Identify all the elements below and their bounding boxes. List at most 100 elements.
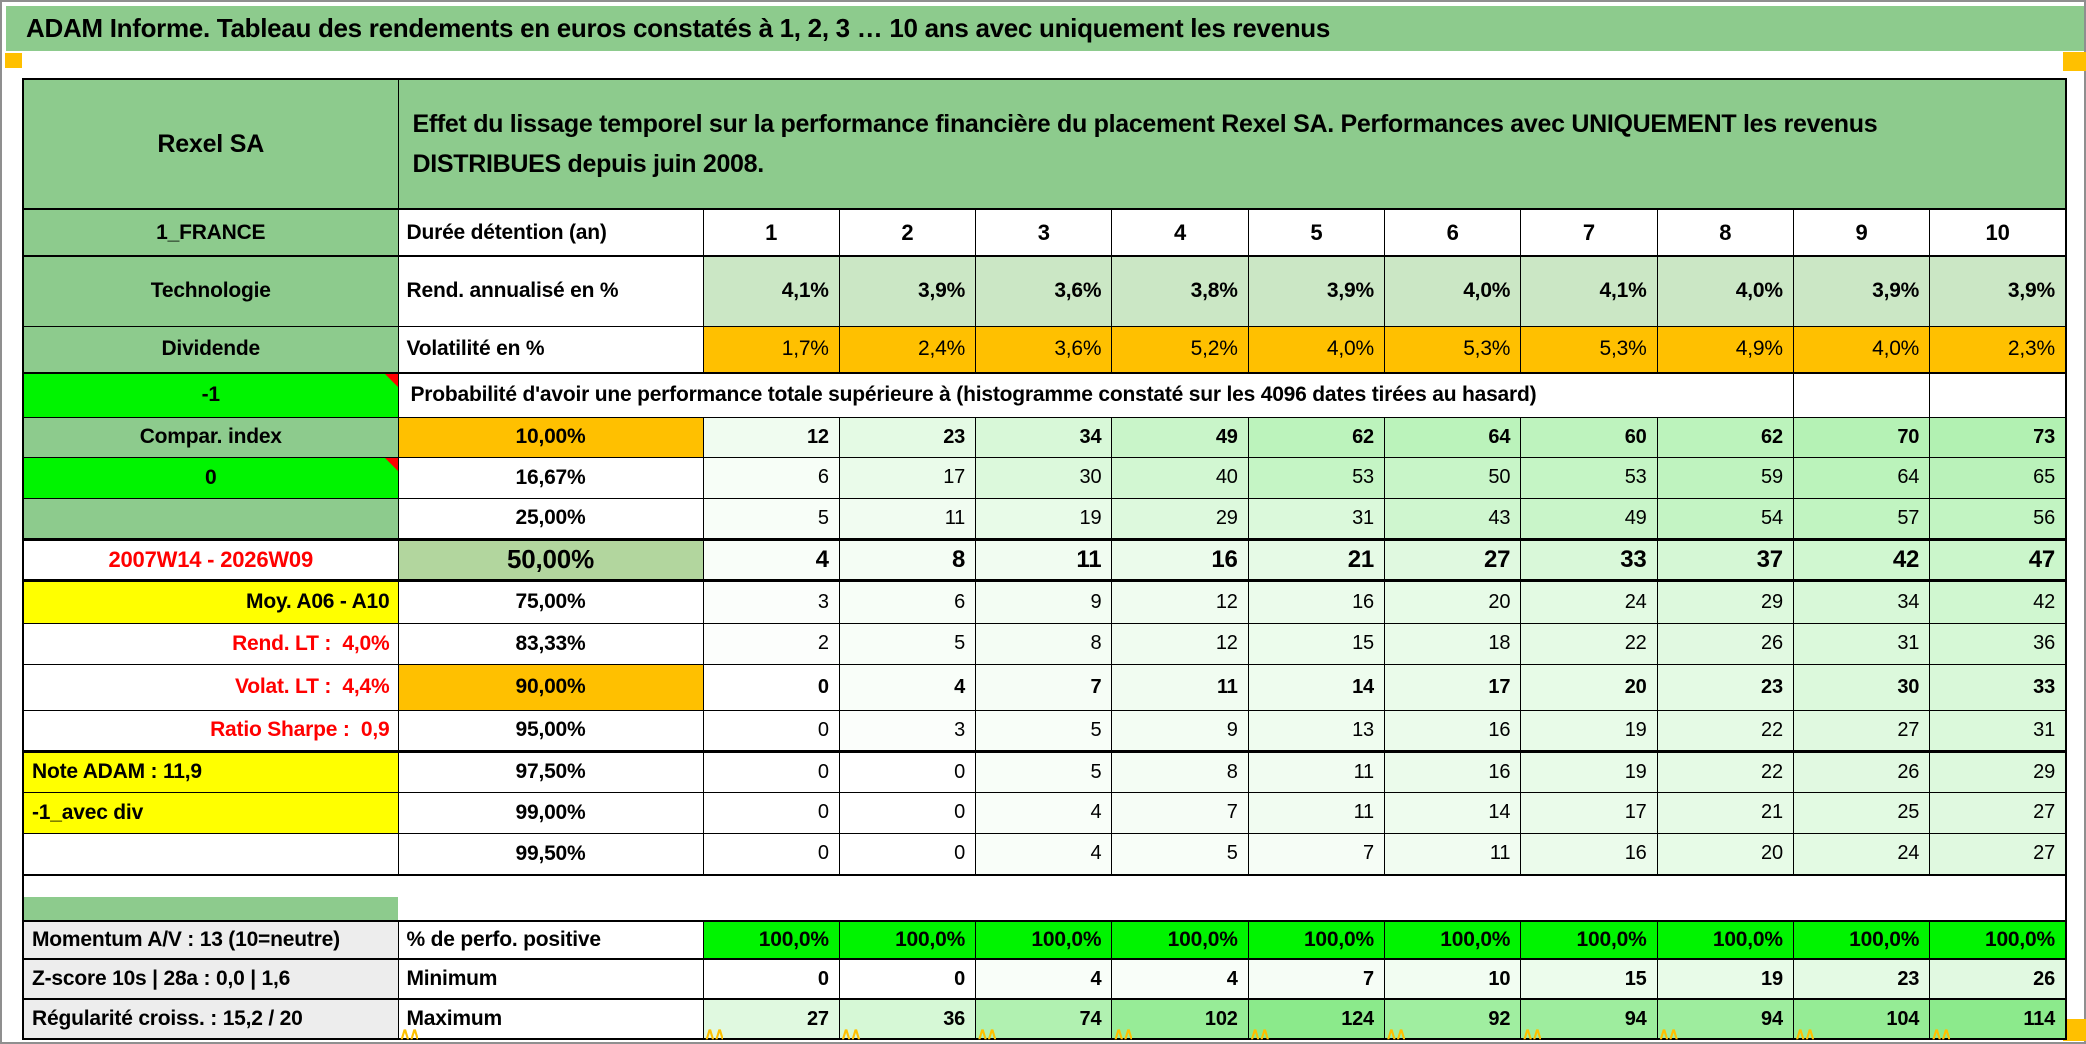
row-label[interactable]: 1_FRANCE bbox=[22, 208, 399, 257]
data-cell[interactable]: 10 bbox=[1929, 208, 2067, 257]
data-cell[interactable]: 34 bbox=[975, 416, 1113, 458]
data-cell[interactable]: 15 bbox=[1520, 958, 1658, 1000]
row-header[interactable]: 83,33% bbox=[397, 622, 704, 665]
data-cell[interactable]: 4,0% bbox=[1656, 255, 1794, 327]
data-cell[interactable]: 2,4% bbox=[838, 325, 977, 374]
row-label[interactable]: -1_avec div bbox=[22, 791, 399, 834]
data-cell[interactable]: 11 bbox=[1383, 832, 1522, 876]
data-cell[interactable]: 16 bbox=[1520, 832, 1658, 876]
row-header[interactable]: 10,00% bbox=[397, 416, 704, 458]
data-cell[interactable]: 15 bbox=[1247, 622, 1385, 665]
data-cell[interactable]: 4,0% bbox=[1792, 325, 1931, 374]
data-cell[interactable]: 10 bbox=[1383, 958, 1522, 1000]
data-cell[interactable]: 12 bbox=[702, 416, 840, 458]
data-cell[interactable]: 100,0% bbox=[1656, 920, 1794, 960]
row-header[interactable]: 25,00% bbox=[397, 497, 704, 540]
data-cell[interactable]: 23 bbox=[1792, 958, 1931, 1000]
data-cell[interactable]: 33 bbox=[1520, 537, 1658, 582]
data-cell[interactable]: 4 bbox=[975, 791, 1113, 834]
data-cell[interactable]: 100,0% bbox=[1929, 920, 2067, 960]
data-cell[interactable]: 8 bbox=[838, 537, 977, 582]
data-cell[interactable]: 100,0% bbox=[1111, 920, 1249, 960]
data-cell[interactable]: 19 bbox=[975, 497, 1113, 540]
row-label[interactable]: Dividende bbox=[22, 325, 399, 374]
row-header[interactable]: 75,00% bbox=[397, 579, 704, 624]
data-cell[interactable]: 40 bbox=[1111, 456, 1249, 499]
row-label[interactable]: Moy. A06 - A10 bbox=[22, 579, 399, 624]
data-cell[interactable]: 11 bbox=[838, 497, 977, 540]
data-cell[interactable]: 114 bbox=[1929, 998, 2067, 1040]
data-cell[interactable]: 31 bbox=[1247, 497, 1385, 540]
data-cell[interactable]: 9 bbox=[975, 579, 1113, 624]
data-cell[interactable]: 30 bbox=[1792, 663, 1931, 711]
data-cell[interactable]: 42 bbox=[1929, 579, 2067, 624]
data-cell[interactable]: 29 bbox=[1111, 497, 1249, 540]
data-cell[interactable]: 3,9% bbox=[1929, 255, 2067, 327]
green-band-cell[interactable] bbox=[23, 897, 398, 921]
data-cell[interactable]: 0 bbox=[702, 832, 840, 876]
data-cell[interactable]: 31 bbox=[1929, 709, 2067, 753]
data-cell[interactable]: 3 bbox=[702, 579, 840, 624]
data-cell[interactable]: 20 bbox=[1656, 832, 1794, 876]
data-cell[interactable]: 5 bbox=[702, 497, 840, 540]
data-cell[interactable]: 100,0% bbox=[838, 920, 977, 960]
data-cell[interactable]: 43 bbox=[1383, 497, 1522, 540]
row-label[interactable]: Compar. index bbox=[22, 416, 399, 458]
row-label[interactable]: Note ADAM : 11,9 bbox=[22, 750, 399, 793]
row-label[interactable]: Z-score 10s | 28a : 0,0 | 1,6 bbox=[22, 958, 399, 1000]
data-cell[interactable]: 9 bbox=[1792, 208, 1931, 257]
data-cell[interactable]: 62 bbox=[1656, 416, 1794, 458]
data-cell[interactable]: 20 bbox=[1520, 663, 1658, 711]
data-cell[interactable]: 24 bbox=[1520, 579, 1658, 624]
row-header[interactable]: 16,67% bbox=[397, 456, 704, 499]
data-cell[interactable]: 5,2% bbox=[1111, 325, 1249, 374]
data-cell[interactable]: 4 bbox=[1111, 958, 1249, 1000]
data-cell[interactable]: 8 bbox=[1656, 208, 1794, 257]
data-cell[interactable]: 26 bbox=[1656, 622, 1794, 665]
data-cell[interactable]: 22 bbox=[1520, 622, 1658, 665]
data-cell[interactable]: 5 bbox=[1111, 832, 1249, 876]
data-cell[interactable]: 6 bbox=[838, 579, 977, 624]
data-cell[interactable]: 26 bbox=[1792, 750, 1931, 793]
data-cell[interactable]: 7 bbox=[975, 663, 1113, 711]
data-cell[interactable]: 42 bbox=[1792, 537, 1931, 582]
probability-header[interactable]: Probabilité d'avoir une performance tota… bbox=[397, 372, 1794, 418]
row-header[interactable]: Minimum bbox=[397, 958, 704, 1000]
data-cell[interactable]: 7 bbox=[1520, 208, 1658, 257]
data-cell[interactable]: 19 bbox=[1520, 750, 1658, 793]
row-label[interactable]: 0 bbox=[22, 456, 399, 499]
data-cell[interactable]: 124 bbox=[1247, 998, 1385, 1040]
data-cell[interactable]: 7 bbox=[1247, 958, 1385, 1000]
row-label[interactable]: Rend. LT : 4,0% bbox=[22, 622, 399, 665]
data-cell[interactable]: 3,9% bbox=[838, 255, 977, 327]
data-cell[interactable]: 1,7% bbox=[702, 325, 840, 374]
data-cell[interactable]: 34 bbox=[1792, 579, 1931, 624]
row-header[interactable]: Maximum bbox=[397, 998, 704, 1040]
data-cell[interactable]: 104 bbox=[1792, 998, 1931, 1040]
data-cell[interactable]: 22 bbox=[1656, 709, 1794, 753]
data-cell[interactable]: 19 bbox=[1520, 709, 1658, 753]
data-cell[interactable]: 17 bbox=[1383, 663, 1522, 711]
data-cell[interactable]: 6 bbox=[702, 456, 840, 499]
data-cell[interactable]: 3,6% bbox=[975, 255, 1113, 327]
data-cell[interactable]: 13 bbox=[1247, 709, 1385, 753]
data-cell[interactable]: 4 bbox=[975, 958, 1113, 1000]
data-cell[interactable]: 2 bbox=[838, 208, 977, 257]
data-cell[interactable]: 27 bbox=[1929, 832, 2067, 876]
row-header[interactable]: 50,00% bbox=[397, 537, 704, 582]
row-header[interactable]: 90,00% bbox=[397, 663, 704, 711]
data-cell[interactable]: 14 bbox=[1247, 663, 1385, 711]
row-label[interactable] bbox=[22, 832, 399, 876]
data-cell[interactable]: 8 bbox=[1111, 750, 1249, 793]
data-cell[interactable]: 11 bbox=[1111, 663, 1249, 711]
row-header[interactable]: 99,00% bbox=[397, 791, 704, 834]
data-cell[interactable]: 17 bbox=[838, 456, 977, 499]
data-cell[interactable]: 11 bbox=[1247, 750, 1385, 793]
data-cell[interactable]: 59 bbox=[1656, 456, 1794, 499]
data-cell[interactable]: 7 bbox=[1247, 832, 1385, 876]
data-cell[interactable]: 49 bbox=[1520, 497, 1658, 540]
data-cell[interactable]: 3,8% bbox=[1111, 255, 1249, 327]
data-cell[interactable]: 5 bbox=[838, 622, 977, 665]
data-cell[interactable]: 4,0% bbox=[1247, 325, 1385, 374]
data-cell[interactable]: 6 bbox=[1383, 208, 1522, 257]
